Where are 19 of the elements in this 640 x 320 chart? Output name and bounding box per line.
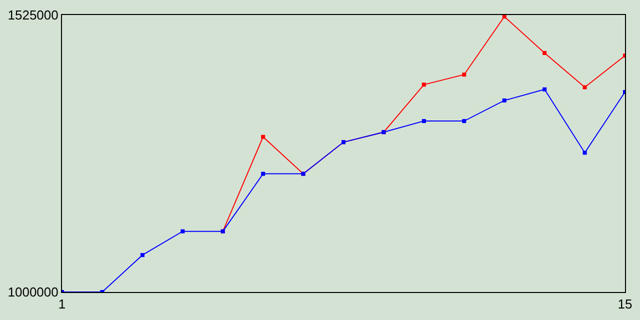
point (261, 134, 266, 139)
point (261, 172, 266, 176)
point (542, 87, 547, 92)
y-tick-label: 1525000 (8, 8, 58, 23)
point (582, 85, 587, 90)
point (140, 253, 144, 258)
point (542, 50, 547, 55)
x-tick-label: 15 (618, 296, 632, 312)
point (462, 72, 466, 77)
point (180, 229, 185, 234)
y-tick-label: 1000000 (8, 284, 58, 300)
point (502, 15, 506, 19)
x-tick-label: 1 (58, 296, 66, 312)
point (422, 119, 426, 124)
line-series (62, 87, 625, 292)
point (462, 119, 466, 124)
point (582, 150, 587, 155)
point (502, 98, 506, 102)
point (422, 82, 426, 87)
